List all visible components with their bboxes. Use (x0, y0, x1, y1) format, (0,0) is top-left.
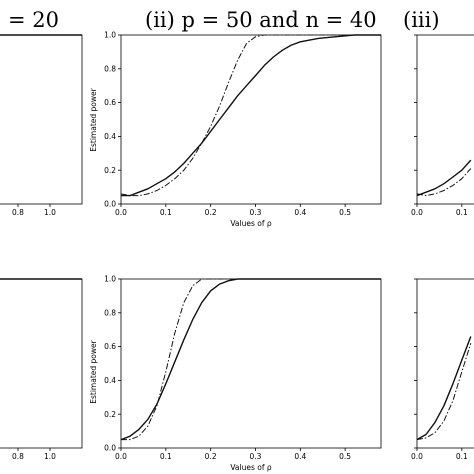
x-tick-label: 0.5 (339, 452, 351, 461)
plot-frame (120, 278, 382, 449)
y-tick-label: 0.6 (104, 342, 116, 351)
panel-title-center: (ii) p = 50 and n = 40 (145, 8, 377, 32)
y-tick-label: 0.0 (104, 444, 116, 453)
series-line-solid (120, 278, 381, 441)
x-axis-label-bottom-center: Values of ρ (230, 463, 272, 472)
x-tick-label: 0.2 (205, 208, 217, 217)
y-tick-label: 1.0 (104, 31, 116, 40)
series-line-solid (416, 336, 472, 441)
x-tick-label: 0.0 (411, 452, 423, 461)
x-tick-label: 0.1 (456, 452, 468, 461)
plot-frame (120, 34, 382, 205)
panel-title-right: (iii) (403, 8, 440, 32)
plot-frame (416, 34, 474, 205)
panel-title-left: = 20 (8, 8, 59, 32)
chart-panel-top-left-partial: 0.8 1.0 (0, 34, 83, 217)
series-line-dashdot (416, 343, 472, 441)
y-tick-label: 0.4 (104, 132, 116, 141)
x-tick-label: 0.2 (205, 452, 217, 461)
y-tick-label: 0.2 (104, 166, 116, 175)
x-tick-label: 0.4 (294, 452, 306, 461)
chart-panel-bottom-left-partial: 0.40.60.81.0 (0, 278, 83, 461)
plot-frame (0, 34, 83, 205)
x-tick-label: 0.1 (456, 208, 468, 217)
x-tick-label: 0.0 (115, 452, 127, 461)
x-tick-label: 0.0 (411, 208, 423, 217)
x-tick-label: 0.5 (339, 208, 351, 217)
chart-panel-bottom-right-partial: 0.0 0.1 (411, 278, 474, 461)
y-tick-label: 0.2 (104, 410, 116, 419)
y-tick-label: 1.0 (104, 275, 116, 284)
series-line-solid (121, 34, 381, 197)
y-axis-label-top-center: Estimated power (89, 87, 98, 151)
x-tick-label: 0.8 (12, 208, 24, 217)
chart-panel-top-right-partial: 0.0 0.1 (411, 34, 474, 217)
x-tick-label: 0.4 (294, 208, 306, 217)
y-tick-label: 0.8 (104, 64, 116, 73)
x-tick-label: 0.8 (12, 452, 24, 461)
series-line-solid (416, 159, 472, 197)
x-tick-label: 0.0 (115, 208, 127, 217)
series-line-dashdot (121, 278, 381, 441)
series-line-dashdot (120, 34, 381, 197)
x-tick-label: 1.0 (44, 208, 56, 217)
y-tick-label: 0.8 (104, 308, 116, 317)
x-axis-label-top-center: Values of ρ (230, 219, 272, 228)
x-tick-label: 0.1 (160, 452, 172, 461)
series-line-dashdot (416, 168, 472, 197)
y-tick-label: 0.0 (104, 200, 116, 209)
chart-panel-bottom-center: 0.0 0.1 0.2 0.3 0.4 0.5 0.0 0.2 0.4 0.6 0.8 1.0 (104, 275, 382, 461)
plot-frame (416, 278, 474, 449)
x-tick-label: 1.0 (44, 452, 56, 461)
x-tick-label: 0.1 (160, 208, 172, 217)
x-tick-label: 0.3 (250, 452, 262, 461)
y-axis-label-bottom-center: Estimated power (89, 339, 98, 403)
plot-frame (0, 278, 83, 449)
y-tick-label: 0.6 (104, 98, 116, 107)
y-tick-label: 0.4 (104, 376, 116, 385)
x-tick-label: 0.3 (250, 208, 262, 217)
chart-panel-top-center: 0.0 0.1 0.2 0.3 0.4 0.5 0.0 0.2 0.4 0.6 0.8 1.0 (104, 31, 382, 217)
